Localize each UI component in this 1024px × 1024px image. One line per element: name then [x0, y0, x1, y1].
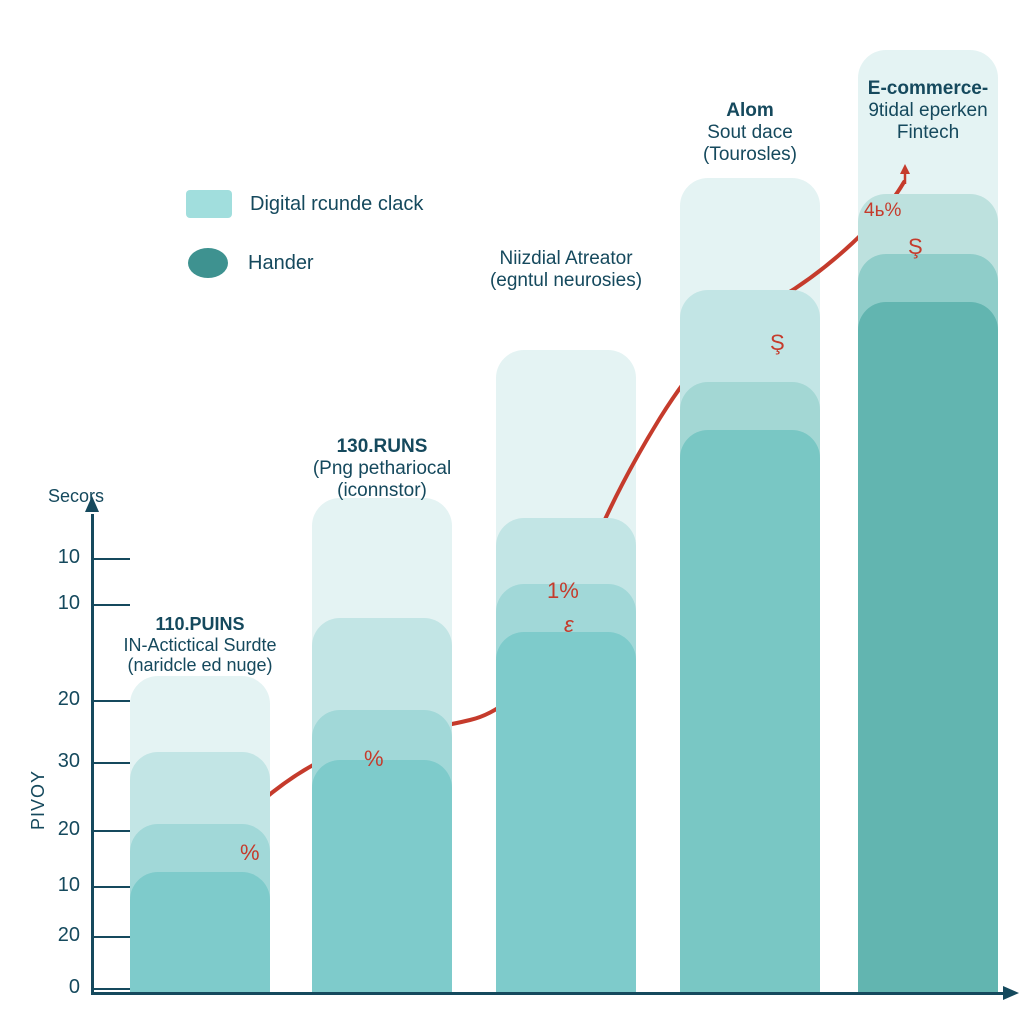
bar-layer	[680, 430, 820, 992]
bar-category-label: 130.RUNS(Png pethariocal(iconnstor)	[282, 436, 482, 502]
trend-annotation: 1%	[547, 578, 579, 604]
trend-annotation: ε	[564, 612, 574, 638]
trend-annotation: 4ь%	[864, 200, 901, 222]
bar-category-label: 110.PUINSIN-Actictical Surdte(naridcle e…	[100, 614, 300, 676]
trend-annotation: Ş	[770, 330, 785, 356]
trend-arrow-icon	[900, 164, 910, 184]
bar-layer	[312, 760, 452, 992]
bar-category-label: E-commerce-9tidal eperkenFintech	[828, 78, 1024, 144]
bar-category-label: Niizdial Atreator(egntul neurosies)	[466, 248, 666, 292]
trend-annotation: Ş	[908, 234, 923, 260]
trend-annotation: %	[240, 840, 260, 866]
chart-canvas: Digital rcunde clack Hander Secors PIVOY…	[0, 0, 1024, 1024]
bar-layer	[496, 632, 636, 992]
trend-annotation: %	[364, 746, 384, 772]
bar-layer	[130, 872, 270, 992]
bar-category-label: AlomSout dace(Tourosles)	[650, 100, 850, 166]
bar-layer	[858, 302, 998, 992]
